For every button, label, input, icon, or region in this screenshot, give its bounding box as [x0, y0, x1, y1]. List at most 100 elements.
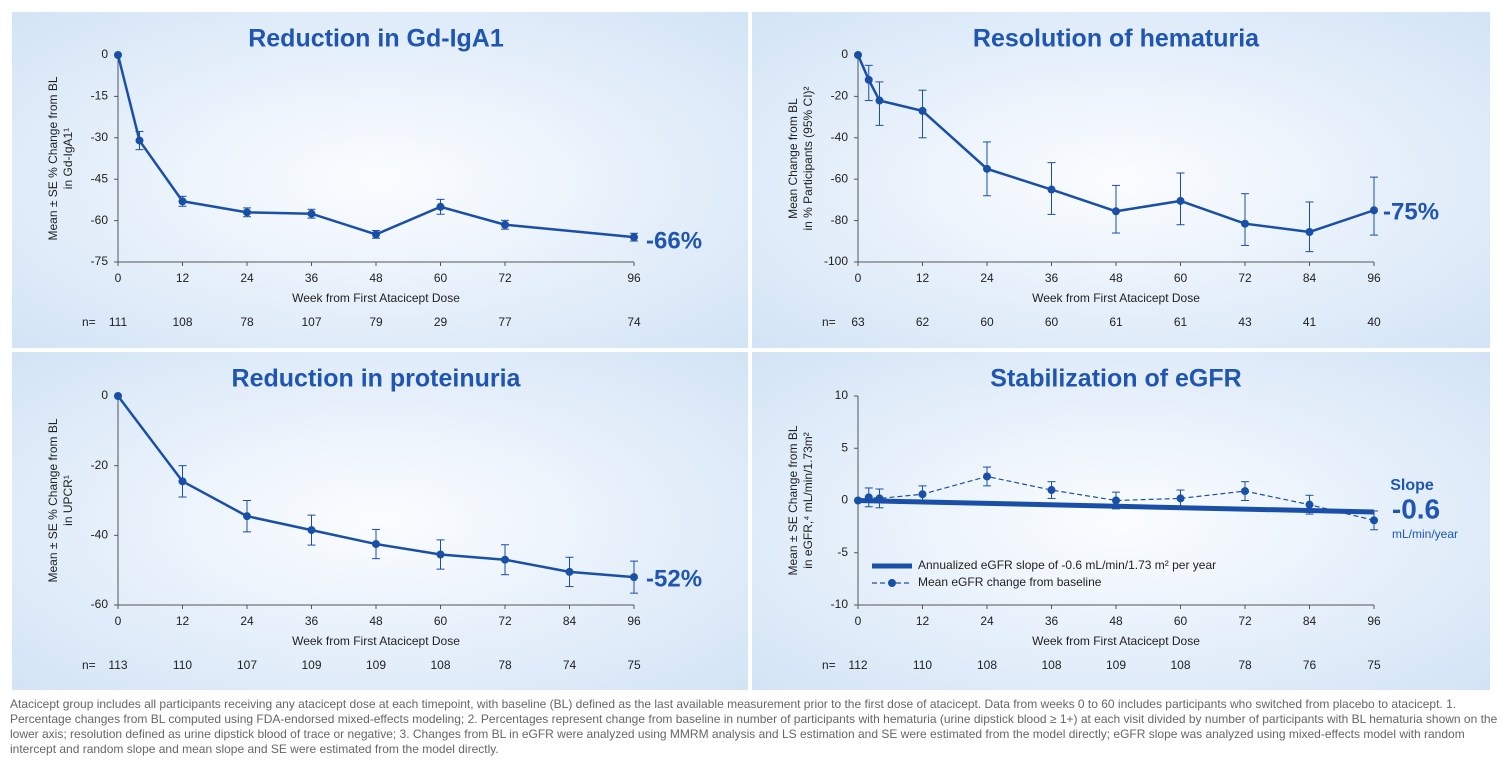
- y-axis-title: in Gd-IgA1¹: [61, 128, 75, 189]
- y-tick-label: -15: [91, 89, 109, 103]
- x-tick-label: 84: [563, 614, 577, 628]
- x-tick-label: 60: [434, 614, 448, 628]
- point: [1370, 516, 1378, 525]
- n-label: n=: [822, 315, 836, 329]
- n-count: 75: [627, 658, 641, 672]
- x-tick-label: 12: [916, 614, 930, 628]
- n-count: 29: [434, 315, 448, 329]
- point: [1112, 207, 1120, 216]
- point: [565, 567, 574, 576]
- annotation: -0.6: [1392, 493, 1440, 524]
- x-axis-title: Week from First Atacicept Dose: [1032, 291, 1200, 305]
- y-tick-label: 10: [835, 388, 849, 402]
- n-count: 108: [1041, 658, 1061, 672]
- y-tick-label: -40: [91, 528, 109, 542]
- point: [307, 209, 316, 218]
- point: [1047, 486, 1056, 495]
- x-tick-label: 96: [627, 271, 641, 285]
- y-tick-label: -20: [831, 89, 849, 103]
- y-tick-label: -60: [831, 171, 849, 185]
- x-tick-label: 72: [1238, 614, 1252, 628]
- n-count: 111: [109, 315, 128, 329]
- y-axis-title: Mean ± SE Change from BL: [786, 425, 800, 575]
- y-tick-label: -5: [837, 545, 848, 559]
- legend-label: Mean eGFR change from baseline: [918, 575, 1102, 589]
- point: [1305, 227, 1314, 236]
- n-count: 79: [369, 315, 383, 329]
- n-count: 109: [301, 658, 321, 672]
- annotation: -66%: [646, 227, 702, 254]
- point: [372, 230, 380, 239]
- point: [1241, 487, 1249, 496]
- n-count: 60: [1045, 315, 1059, 329]
- error-bar: [1370, 176, 1378, 236]
- n-label: n=: [82, 315, 96, 329]
- n-label: n=: [82, 658, 96, 672]
- y-axis-title: in eGFR,⁴ mL/min/1.73m²: [801, 432, 815, 569]
- x-tick-label: 96: [627, 614, 641, 628]
- footnote: Atacicept group includes all participant…: [10, 697, 1498, 756]
- point: [243, 208, 251, 217]
- chart-title: Reduction in proteinuria: [232, 365, 522, 393]
- x-tick-label: 72: [498, 271, 512, 285]
- n-count: 75: [1367, 658, 1381, 672]
- x-axis-title: Week from First Atacicept Dose: [292, 291, 460, 305]
- point: [864, 75, 873, 84]
- annotation: -52%: [646, 565, 702, 592]
- x-tick-label: 24: [980, 271, 994, 285]
- x-tick-label: 36: [305, 271, 319, 285]
- x-tick-label: 24: [240, 271, 254, 285]
- n-count: 108: [1170, 658, 1190, 672]
- n-count: 108: [430, 658, 450, 672]
- y-tick-label: -40: [831, 130, 849, 144]
- x-tick-label: 12: [176, 614, 190, 628]
- x-tick-label: 60: [1174, 271, 1188, 285]
- x-tick-label: 24: [240, 614, 254, 628]
- y-tick-label: -20: [91, 458, 109, 472]
- point: [1305, 500, 1314, 509]
- n-count: 110: [913, 658, 932, 672]
- x-tick-label: 0: [115, 271, 122, 285]
- y-axis-title: Mean ± SE % Change from BL: [46, 76, 60, 240]
- point: [854, 496, 862, 505]
- x-tick-label: 60: [1174, 614, 1188, 628]
- point: [178, 197, 187, 206]
- y-tick-label: -60: [91, 213, 109, 227]
- point: [243, 512, 251, 521]
- y-tick-label: -30: [91, 130, 109, 144]
- panel-background: [12, 352, 748, 690]
- n-count: 74: [563, 658, 577, 672]
- panel-background: [12, 12, 748, 348]
- point: [178, 477, 187, 486]
- n-count: 109: [1106, 658, 1126, 672]
- point: [307, 526, 316, 535]
- n-count: 40: [1367, 315, 1381, 329]
- point: [1047, 185, 1056, 194]
- y-axis-title: in % Participants (95% CI)²: [801, 86, 815, 230]
- legend-marker: [888, 579, 896, 587]
- legend-label: Annualized eGFR slope of -0.6 mL/min/1.7…: [918, 558, 1216, 572]
- y-tick-label: 0: [101, 47, 108, 61]
- point: [436, 202, 445, 211]
- n-count: 107: [301, 315, 321, 329]
- n-count: 107: [237, 658, 257, 672]
- error-bar: [1305, 201, 1314, 253]
- panel-background: [752, 12, 1490, 348]
- y-tick-label: 0: [841, 493, 848, 507]
- annotation: Slope: [1390, 477, 1434, 494]
- point: [1112, 496, 1120, 505]
- x-tick-label: 48: [369, 614, 383, 628]
- y-tick-label: -60: [91, 597, 109, 611]
- x-tick-label: 48: [1109, 614, 1123, 628]
- n-count: 77: [498, 315, 512, 329]
- n-count: 43: [1238, 315, 1252, 329]
- x-tick-label: 36: [1045, 614, 1059, 628]
- n-count: 109: [366, 658, 386, 672]
- x-tick-label: 0: [115, 614, 122, 628]
- n-count: 61: [1109, 315, 1123, 329]
- annotation: -75%: [1383, 198, 1439, 225]
- y-tick-label: 0: [841, 47, 848, 61]
- point: [983, 472, 991, 481]
